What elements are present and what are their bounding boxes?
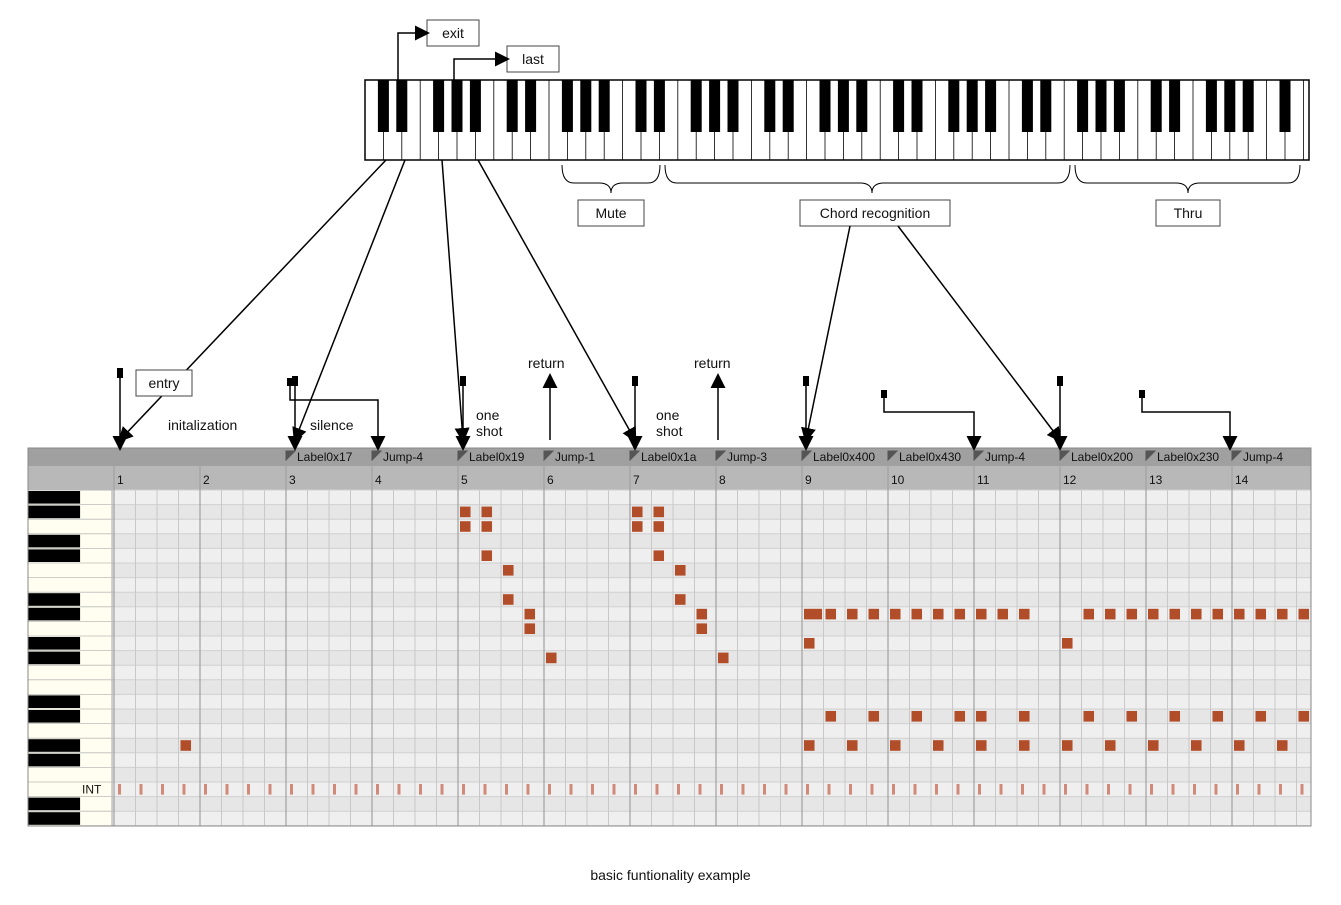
svg-text:Jump-3: Jump-3 (727, 450, 767, 464)
svg-text:2: 2 (203, 473, 210, 487)
exit-arrow (398, 33, 427, 80)
svg-text:basic funtionality example: basic funtionality example (590, 867, 751, 883)
svg-text:12: 12 (1063, 473, 1077, 487)
svg-text:9: 9 (805, 473, 812, 487)
svg-text:Chord recognition: Chord recognition (820, 205, 931, 221)
chord-brace (665, 165, 1070, 193)
svg-text:11: 11 (977, 473, 990, 487)
loop3-bracket (1142, 396, 1230, 448)
svg-text:Jump-1: Jump-1 (555, 450, 595, 464)
svg-text:return: return (694, 355, 731, 371)
svg-text:shot: shot (656, 423, 683, 439)
pointer-arrow-0 (120, 160, 386, 440)
svg-text:Label0x17: Label0x17 (297, 450, 353, 464)
svg-text:Label0x19: Label0x19 (469, 450, 525, 464)
svg-text:3: 3 (289, 473, 296, 487)
svg-text:INT: INT (82, 783, 102, 797)
svg-text:entry: entry (148, 375, 179, 391)
svg-text:one: one (656, 407, 680, 423)
svg-text:Jump-4: Jump-4 (985, 450, 1025, 464)
last-arrow (454, 59, 507, 80)
svg-text:10: 10 (891, 473, 905, 487)
silence-bracket (290, 384, 378, 448)
svg-text:4: 4 (375, 473, 382, 487)
svg-text:8: 8 (719, 473, 726, 487)
svg-text:13: 13 (1149, 473, 1163, 487)
svg-text:return: return (528, 355, 565, 371)
svg-text:Thru: Thru (1174, 205, 1203, 221)
piano-roll (28, 448, 1311, 826)
left-keyboard (28, 490, 112, 826)
svg-text:Mute: Mute (595, 205, 626, 221)
svg-text:Label0x430: Label0x430 (899, 450, 961, 464)
mute-brace (562, 165, 660, 193)
svg-text:Jump-4: Jump-4 (383, 450, 423, 464)
svg-text:Label0x230: Label0x230 (1157, 450, 1219, 464)
svg-text:14: 14 (1235, 473, 1249, 487)
diagram-canvas: exitlastMuteChord recognitionThru123Labe… (0, 0, 1341, 905)
pointer-arrow-5 (898, 226, 1060, 440)
svg-text:silence: silence (310, 417, 354, 433)
pointer-arrow-1 (295, 160, 405, 440)
svg-text:shot: shot (476, 423, 503, 439)
svg-text:5: 5 (461, 473, 468, 487)
svg-text:initalization: initalization (168, 417, 237, 433)
svg-text:Label0x1a: Label0x1a (641, 450, 697, 464)
svg-text:Label0x200: Label0x200 (1071, 450, 1133, 464)
svg-text:Jump-4: Jump-4 (1243, 450, 1283, 464)
svg-text:6: 6 (547, 473, 554, 487)
pointer-arrow-2 (442, 160, 463, 440)
pointer-arrow-4 (806, 226, 850, 440)
svg-text:exit: exit (442, 25, 464, 41)
thru-brace (1075, 165, 1300, 193)
svg-text:7: 7 (633, 473, 640, 487)
loop2-bracket (884, 396, 974, 448)
svg-text:one: one (476, 407, 500, 423)
svg-text:1: 1 (117, 473, 124, 487)
top-keyboard (365, 80, 1309, 160)
svg-text:last: last (522, 51, 544, 67)
svg-text:Label0x400: Label0x400 (813, 450, 875, 464)
